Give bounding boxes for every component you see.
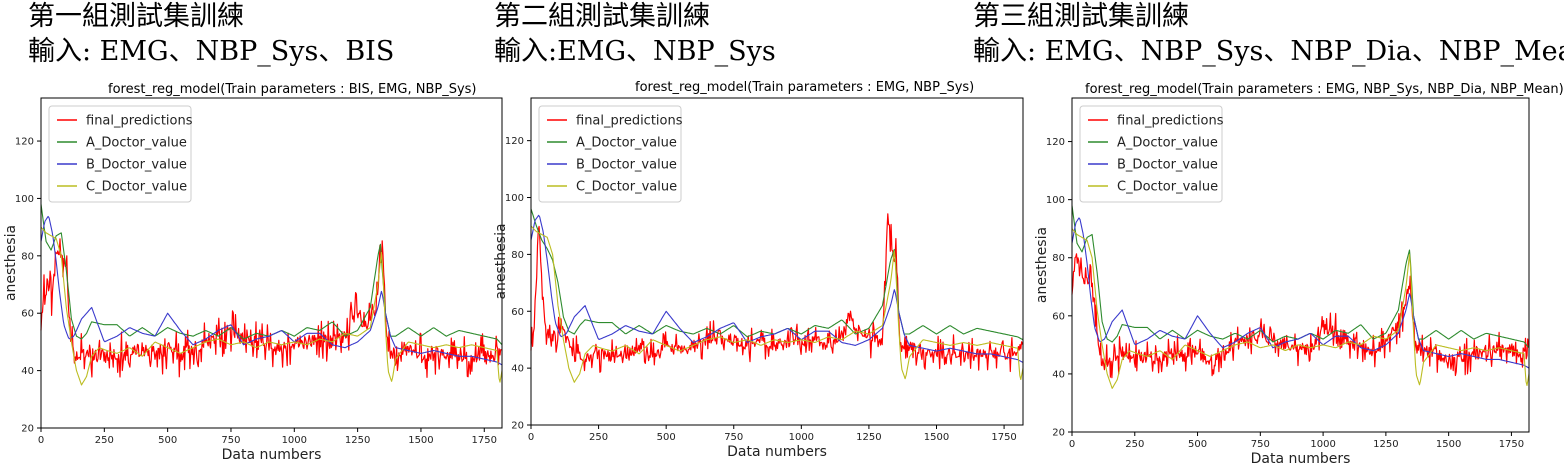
chart-3-plot: 20 40 60 80 100 120 0 250 500 750 1000 1250 1500 1750… <box>1034 97 1530 467</box>
y-tick-label: 120 <box>1046 137 1065 148</box>
y-tick-label: 60 <box>511 307 524 318</box>
series-line-B_Doctor_value <box>530 214 1024 363</box>
chart-2-title: forest_reg_model(Train parameters : EMG,… <box>635 80 975 95</box>
plot-frame <box>1071 97 1530 433</box>
plot-frame <box>40 97 503 429</box>
x-tick-label: 1750 <box>1499 439 1524 450</box>
chart-1-plot: 20 40 60 80 100 120 0 250 500 750 1000 1250 1500 1750… <box>3 97 503 463</box>
x-axis-label: Data numbers <box>727 444 827 460</box>
y-tick-label: 80 <box>1052 253 1065 264</box>
panel-3-heading-line2: 輸入: EMG、NBP_Sys、NBP_Dia、NBP_Mean <box>973 36 1564 67</box>
series-line-C_Doctor_value <box>40 226 503 386</box>
x-tick-label: 1500 <box>1436 439 1461 450</box>
y-tick-label: 100 <box>505 193 524 204</box>
legend-label: final_predictions <box>576 114 683 129</box>
x-tick-label: 750 <box>1251 439 1270 450</box>
series-line-B_Doctor_value <box>40 215 503 366</box>
y-tick-label: 20 <box>1052 428 1065 439</box>
y-tick-label: 40 <box>1052 369 1065 380</box>
y-tick-label: 20 <box>511 421 524 432</box>
x-axis-label: Data numbers <box>222 447 322 463</box>
series-line-A_Doctor_value <box>40 204 503 346</box>
x-tick-label: 250 <box>95 435 114 446</box>
legend-label: B_Doctor_value <box>1117 158 1218 173</box>
legend-label: final_predictions <box>86 114 193 129</box>
y-tick-label: 80 <box>511 250 524 261</box>
panel-2-heading-line2: 輸入:EMG、NBP_Sys <box>494 36 776 67</box>
x-tick-label: 750 <box>724 432 743 443</box>
x-tick-label: 500 <box>158 435 177 446</box>
x-tick-label: 0 <box>38 435 44 446</box>
y-tick-label: 20 <box>21 424 34 435</box>
series-line-final_predictions <box>1071 253 1530 379</box>
legend-label: A_Doctor_value <box>86 136 187 151</box>
x-tick-label: 750 <box>221 435 240 446</box>
panel-2: 第二組測試集訓練 輸入:EMG、NBP_Sys forest_reg_model… <box>490 0 1030 473</box>
x-tick-label: 250 <box>589 432 608 443</box>
y-tick-label: 120 <box>505 136 524 147</box>
y-axis-label: anesthesia <box>1034 227 1050 303</box>
x-tick-label: 1500 <box>924 432 949 443</box>
panel-3: 第三組測試集訓練 輸入: EMG、NBP_Sys、NBP_Dia、NBP_Mea… <box>965 0 1564 473</box>
x-tick-label: 1250 <box>345 435 370 446</box>
panel-1-heading-line2: 輸入: EMG、NBP_Sys、BIS <box>28 36 395 67</box>
legend-box <box>1079 105 1223 203</box>
panel-1-heading-line1: 第一組測試集訓練 <box>28 1 244 32</box>
legend-label: A_Doctor_value <box>1117 136 1218 151</box>
legend-label: B_Doctor_value <box>86 158 187 173</box>
panel-3-heading-line1: 第三組測試集訓練 <box>973 1 1189 32</box>
x-tick-label: 500 <box>1188 439 1207 450</box>
legend-label: B_Doctor_value <box>576 158 677 173</box>
y-axis-label: anesthesia <box>3 225 19 301</box>
y-tick-label: 100 <box>1046 195 1065 206</box>
x-tick-label: 250 <box>1125 439 1144 450</box>
y-tick-label: 60 <box>21 309 34 320</box>
x-tick-label: 1000 <box>282 435 307 446</box>
y-tick-label: 100 <box>15 194 34 205</box>
series-line-A_Doctor_value <box>530 208 1024 341</box>
chart-3-title: forest_reg_model(Train parameters : EMG,… <box>1085 82 1564 97</box>
chart-2-plot: 20 40 60 80 100 120 0 250 500 750 1000 1250 1500 1750… <box>493 97 1024 460</box>
series-line-A_Doctor_value <box>1071 205 1530 349</box>
x-tick-label: 0 <box>528 432 534 443</box>
x-tick-label: 0 <box>1069 439 1075 450</box>
legend-label: C_Doctor_value <box>576 180 677 195</box>
legend-label: C_Doctor_value <box>86 180 187 195</box>
series-line-C_Doctor_value <box>530 225 1024 383</box>
series-line-C_Doctor_value <box>1071 228 1530 389</box>
y-tick-label: 60 <box>1052 311 1065 322</box>
panel-1: 第一組測試集訓練 輸入: EMG、NBP_Sys、BIS forest_reg_… <box>0 0 520 473</box>
x-tick-label: 500 <box>657 432 676 443</box>
legend-label: A_Doctor_value <box>576 136 677 151</box>
x-tick-label: 1000 <box>789 432 814 443</box>
x-tick-label: 1250 <box>1373 439 1398 450</box>
x-tick-label: 1750 <box>472 435 497 446</box>
x-axis-label: Data numbers <box>1251 451 1351 467</box>
legend-box <box>48 105 192 203</box>
y-tick-label: 120 <box>15 137 34 148</box>
x-tick-label: 1000 <box>1310 439 1335 450</box>
legend-box <box>538 105 682 203</box>
y-tick-label: 80 <box>21 251 34 262</box>
legend-label: C_Doctor_value <box>1117 180 1218 195</box>
x-tick-label: 1500 <box>408 435 433 446</box>
series-line-final_predictions <box>530 213 1024 373</box>
panel-2-heading-line1: 第二組測試集訓練 <box>494 1 710 32</box>
series-line-B_Doctor_value <box>1071 217 1530 369</box>
x-tick-label: 1750 <box>991 432 1016 443</box>
legend-label: final_predictions <box>1117 114 1224 129</box>
chart-1-title: forest_reg_model(Train parameters : BIS,… <box>108 82 477 97</box>
series-line-final_predictions <box>40 238 502 378</box>
plot-frame <box>530 97 1024 426</box>
x-tick-label: 1250 <box>856 432 881 443</box>
y-axis-label: anesthesia <box>493 223 509 299</box>
y-tick-label: 40 <box>21 366 34 377</box>
y-tick-label: 40 <box>511 364 524 375</box>
